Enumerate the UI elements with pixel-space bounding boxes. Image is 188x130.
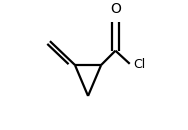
Text: Cl: Cl <box>133 58 146 71</box>
Text: O: O <box>110 2 121 16</box>
